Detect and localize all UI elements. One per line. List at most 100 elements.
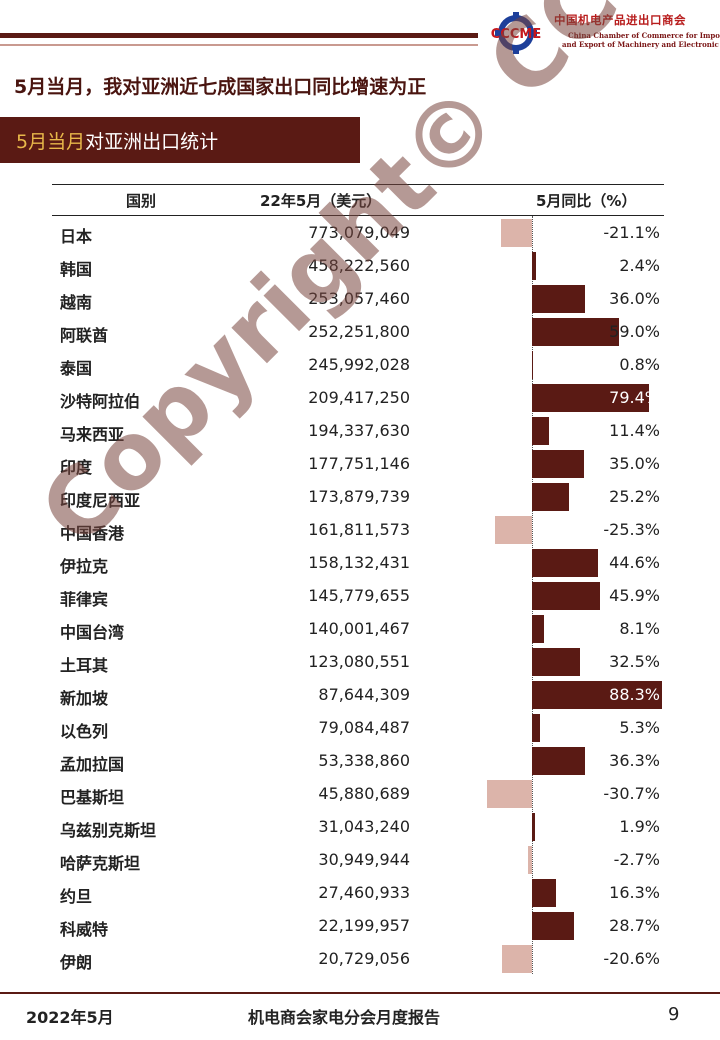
table-row: 伊拉克 158,132,431 44.6% (52, 547, 664, 580)
yoy-bar (532, 681, 662, 709)
export-value: 79,084,487 (318, 718, 410, 737)
country-name: 中国台湾 (60, 623, 125, 642)
yoy-bar (532, 582, 600, 610)
country-name: 印度 (60, 458, 93, 477)
table-row: 沙特阿拉伯 209,417,250 79.4% (52, 382, 664, 415)
yoy-percent: 32.5% (609, 652, 660, 671)
yoy-bar (532, 879, 556, 907)
export-value: 87,644,309 (318, 685, 410, 704)
header-rule-thin (0, 44, 478, 46)
table-row: 孟加拉国 53,338,860 36.3% (52, 745, 664, 778)
yoy-percent: 11.4% (609, 421, 660, 440)
yoy-bar (532, 384, 649, 412)
yoy-percent: 2.4% (619, 256, 660, 275)
export-value: 31,043,240 (318, 817, 410, 836)
column-header-country: 国别 (126, 192, 157, 210)
country-name: 乌兹别克斯坦 (60, 821, 157, 840)
page-title: 5月当月，我对亚洲近七成国家出口同比增速为正 (14, 76, 427, 98)
yoy-percent: 45.9% (609, 586, 660, 605)
export-value: 458,222,560 (308, 256, 410, 275)
yoy-percent: 16.3% (609, 883, 660, 902)
country-name: 哈萨克斯坦 (60, 854, 141, 873)
yoy-bar (532, 714, 540, 742)
footer-report-name: 机电商会家电分会月度报告 (248, 1008, 441, 1027)
cccme-gear-icon: CCCME (491, 12, 541, 54)
export-value: 30,949,944 (318, 850, 410, 869)
section-title: 5月当月对亚洲出口统计 (16, 127, 218, 154)
yoy-percent: -25.3% (603, 520, 660, 539)
yoy-percent: 35.0% (609, 454, 660, 473)
table-header-rule (52, 215, 664, 216)
yoy-bar (532, 417, 549, 445)
yoy-percent: 25.2% (609, 487, 660, 506)
table-row: 约旦 27,460,933 16.3% (52, 877, 664, 910)
yoy-percent: 28.7% (609, 916, 660, 935)
country-name: 伊朗 (60, 953, 93, 972)
country-name: 越南 (60, 293, 93, 312)
table-row: 土耳其 123,080,551 32.5% (52, 646, 664, 679)
yoy-percent: 79.4% (609, 388, 660, 407)
export-value: 161,811,573 (308, 520, 410, 539)
yoy-bar (501, 945, 532, 973)
export-value: 252,251,800 (308, 322, 410, 341)
export-value: 123,080,551 (308, 652, 410, 671)
table-row: 科威特 22,199,957 28.7% (52, 910, 664, 943)
footer-rule (0, 992, 720, 994)
yoy-percent: -21.1% (603, 223, 660, 242)
table-row: 马来西亚 194,337,630 11.4% (52, 415, 664, 448)
yoy-bar (532, 747, 586, 775)
footer-date: 2022年5月 (26, 1008, 114, 1027)
yoy-percent: -2.7% (613, 850, 660, 869)
table-row: 中国台湾 140,001,467 8.1% (52, 613, 664, 646)
yoy-bar (532, 549, 598, 577)
country-name: 新加坡 (60, 689, 109, 708)
yoy-bar (532, 483, 570, 511)
table-row: 伊朗 20,729,056 -20.6% (52, 943, 664, 976)
country-name: 伊拉克 (60, 557, 109, 576)
table-row: 中国香港 161,811,573 -25.3% (52, 514, 664, 547)
country-name: 土耳其 (60, 656, 109, 675)
country-name: 阿联酋 (60, 326, 109, 345)
yoy-percent: 36.0% (609, 289, 660, 308)
section-title-rest: 对亚洲出口统计 (85, 131, 219, 153)
country-name: 印度尼西亚 (60, 491, 141, 510)
yoy-percent: -20.6% (603, 949, 660, 968)
svg-text:CCCME: CCCME (491, 27, 541, 42)
country-name: 日本 (60, 227, 93, 246)
export-value: 53,338,860 (318, 751, 410, 770)
logo-english-line2: and Export of Machinery and Electronic P… (562, 40, 720, 49)
export-value: 773,079,049 (308, 223, 410, 242)
export-value: 22,199,957 (318, 916, 410, 935)
country-name: 沙特阿拉伯 (60, 392, 141, 411)
table-row: 巴基斯坦 45,880,689 -30.7% (52, 778, 664, 811)
export-value: 45,880,689 (318, 784, 410, 803)
export-value: 173,879,739 (308, 487, 410, 506)
export-value: 194,337,630 (308, 421, 410, 440)
country-name: 孟加拉国 (60, 755, 125, 774)
export-value: 245,992,028 (308, 355, 410, 374)
table-row: 日本 773,079,049 -21.1% (52, 217, 664, 250)
column-header-value: 22年5月（美元） (260, 192, 382, 210)
yoy-bar (528, 846, 532, 874)
yoy-bar (532, 615, 544, 643)
table-row: 菲律宾 145,779,655 45.9% (52, 580, 664, 613)
yoy-percent: 1.9% (619, 817, 660, 836)
export-value: 253,057,460 (308, 289, 410, 308)
page-number: 9 (668, 1004, 680, 1025)
yoy-bar (532, 351, 534, 379)
country-name: 中国香港 (60, 524, 125, 543)
header-rule-thick (0, 33, 478, 38)
yoy-percent: -30.7% (603, 784, 660, 803)
table-row: 新加坡 87,644,309 88.3% (52, 679, 664, 712)
yoy-bar (532, 912, 575, 940)
country-name: 约旦 (60, 887, 93, 906)
country-name: 科威特 (60, 920, 109, 939)
table-row: 以色列 79,084,487 5.3% (52, 712, 664, 745)
section-banner (0, 117, 360, 163)
table-row: 泰国 245,992,028 0.8% (52, 349, 664, 382)
section-title-highlight: 5月当月 (16, 131, 86, 153)
country-name: 菲律宾 (60, 590, 109, 609)
yoy-bar (532, 813, 535, 841)
country-name: 泰国 (60, 359, 93, 378)
yoy-bar (494, 516, 532, 544)
